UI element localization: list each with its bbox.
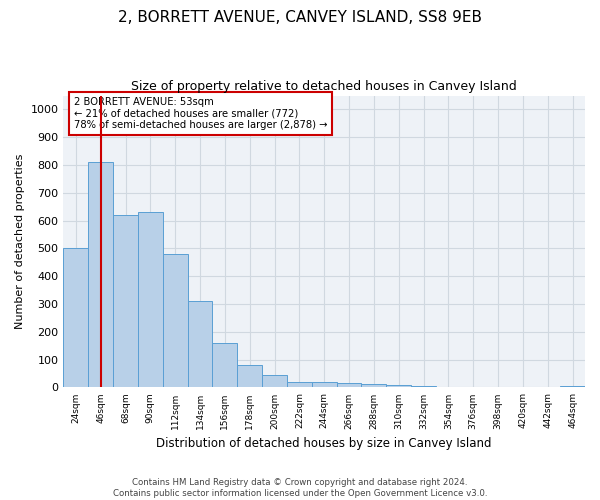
Bar bbox=[163, 254, 188, 388]
Bar bbox=[411, 386, 436, 388]
X-axis label: Distribution of detached houses by size in Canvey Island: Distribution of detached houses by size … bbox=[157, 437, 492, 450]
Y-axis label: Number of detached properties: Number of detached properties bbox=[15, 154, 25, 329]
Bar bbox=[560, 386, 585, 388]
Bar bbox=[337, 384, 361, 388]
Bar bbox=[386, 385, 411, 388]
Bar bbox=[436, 386, 461, 388]
Bar bbox=[138, 212, 163, 388]
Text: Contains HM Land Registry data © Crown copyright and database right 2024.
Contai: Contains HM Land Registry data © Crown c… bbox=[113, 478, 487, 498]
Bar bbox=[262, 375, 287, 388]
Bar bbox=[237, 365, 262, 388]
Bar bbox=[212, 343, 237, 388]
Bar bbox=[113, 215, 138, 388]
Bar bbox=[312, 382, 337, 388]
Bar bbox=[461, 387, 485, 388]
Bar bbox=[88, 162, 113, 388]
Bar bbox=[188, 302, 212, 388]
Text: 2, BORRETT AVENUE, CANVEY ISLAND, SS8 9EB: 2, BORRETT AVENUE, CANVEY ISLAND, SS8 9E… bbox=[118, 10, 482, 25]
Title: Size of property relative to detached houses in Canvey Island: Size of property relative to detached ho… bbox=[131, 80, 517, 93]
Bar bbox=[287, 382, 312, 388]
Text: 2 BORRETT AVENUE: 53sqm
← 21% of detached houses are smaller (772)
78% of semi-d: 2 BORRETT AVENUE: 53sqm ← 21% of detache… bbox=[74, 97, 328, 130]
Bar bbox=[361, 384, 386, 388]
Bar bbox=[64, 248, 88, 388]
